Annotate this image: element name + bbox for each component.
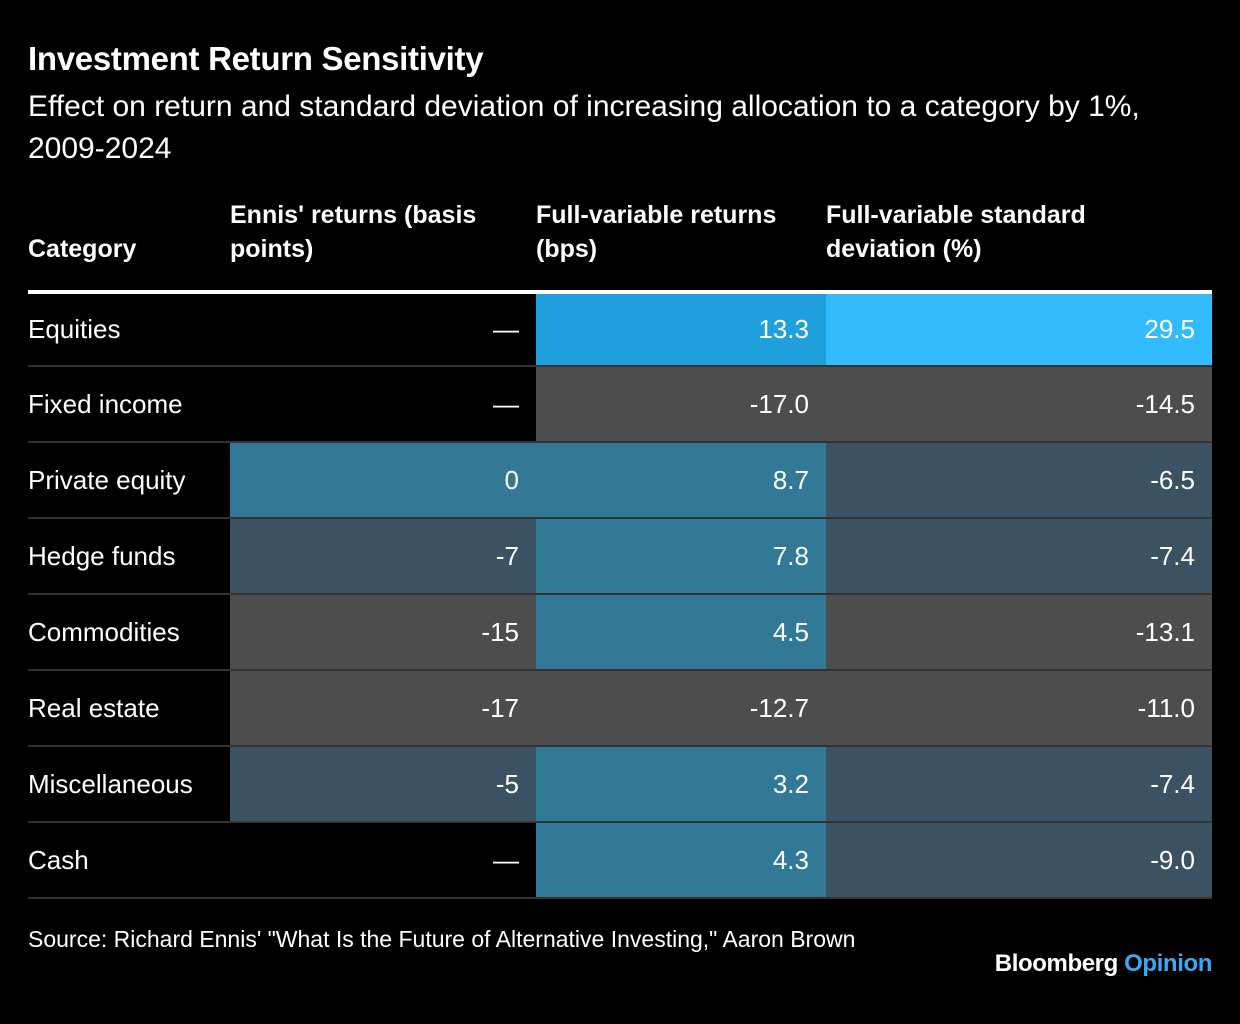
value-cell: -14.5 <box>826 366 1212 443</box>
category-cell: Commodities <box>28 594 230 671</box>
value-cell: -7.4 <box>826 518 1212 595</box>
heatmap-table: Category Ennis' returns (basis points) F… <box>28 196 1212 899</box>
category-cell: Miscellaneous <box>28 746 230 823</box>
table-body: Equities —13.3 29.5 Fixed income — -17.0 -14.5… <box>28 292 1212 899</box>
value-cell: 29.5 <box>826 292 1212 367</box>
value-cell: -12.7 <box>536 670 826 747</box>
value-cell: 7.8 <box>536 518 826 595</box>
header-row: Category Ennis' returns (basis points) F… <box>28 196 1212 294</box>
value-cell: -5 <box>230 746 536 823</box>
value-cell: -9.0 <box>826 822 1212 899</box>
category-cell: Fixed income <box>28 366 230 443</box>
value-cell: -6.5 <box>826 442 1212 519</box>
category-cell: Real estate <box>28 670 230 747</box>
table-row: Real estate -17 -12.7 -11.0 <box>28 670 1212 747</box>
value-cell: -17.0 <box>536 366 826 443</box>
value-cell: 4.3 <box>536 822 826 899</box>
value-cell: — <box>230 292 536 367</box>
table-row: Miscellaneous -5 3.2 -7.4 <box>28 746 1212 823</box>
table-row: Fixed income — -17.0 -14.5 <box>28 366 1212 443</box>
value-cell: 0 <box>230 442 536 519</box>
table-row: Hedge funds -7 7.8 -7.4 <box>28 518 1212 595</box>
value-cell: 13.3 <box>536 292 826 367</box>
chart-subtitle: Effect on return and standard deviation … <box>28 90 1140 165</box>
value-cell: — <box>230 822 536 899</box>
source-note: Source: Richard Ennis' "What Is the Futu… <box>28 926 856 952</box>
column-header: Full-variable returns (bps) <box>536 196 826 294</box>
column-header: Category <box>28 196 230 294</box>
chart-title: Investment Return Sensitivity <box>28 40 484 77</box>
value-cell: -17 <box>230 670 536 747</box>
value-cell: 4.5 <box>536 594 826 671</box>
table-row: Cash —4.3 -9.0 <box>28 822 1212 899</box>
category-cell: Hedge funds <box>28 518 230 595</box>
value-cell: -13.1 <box>826 594 1212 671</box>
column-header: Ennis' returns (basis points) <box>230 196 536 294</box>
brand-name: Bloomberg <box>994 950 1118 977</box>
category-cell: Cash <box>28 822 230 899</box>
value-cell: 3.2 <box>536 746 826 823</box>
table-row: Commodities -15 4.5 -13.1 <box>28 594 1212 671</box>
value-cell: — <box>230 366 536 443</box>
value-cell: -11.0 <box>826 670 1212 747</box>
table-row: Private equity 0 8.7 -6.5 <box>28 442 1212 519</box>
category-cell: Equities <box>28 292 230 367</box>
value-cell: -7 <box>230 518 536 595</box>
value-cell: 8.7 <box>536 442 826 519</box>
brand-suffix: Opinion <box>1124 950 1212 977</box>
column-header: Full-variable standard deviation (%) <box>826 196 1212 294</box>
category-cell: Private equity <box>28 442 230 519</box>
value-cell: -7.4 <box>826 746 1212 823</box>
value-cell: -15 <box>230 594 536 671</box>
brand-logo: Bloomberg Opinion <box>994 950 1213 978</box>
table-row: Equities —13.3 29.5 <box>28 292 1212 367</box>
